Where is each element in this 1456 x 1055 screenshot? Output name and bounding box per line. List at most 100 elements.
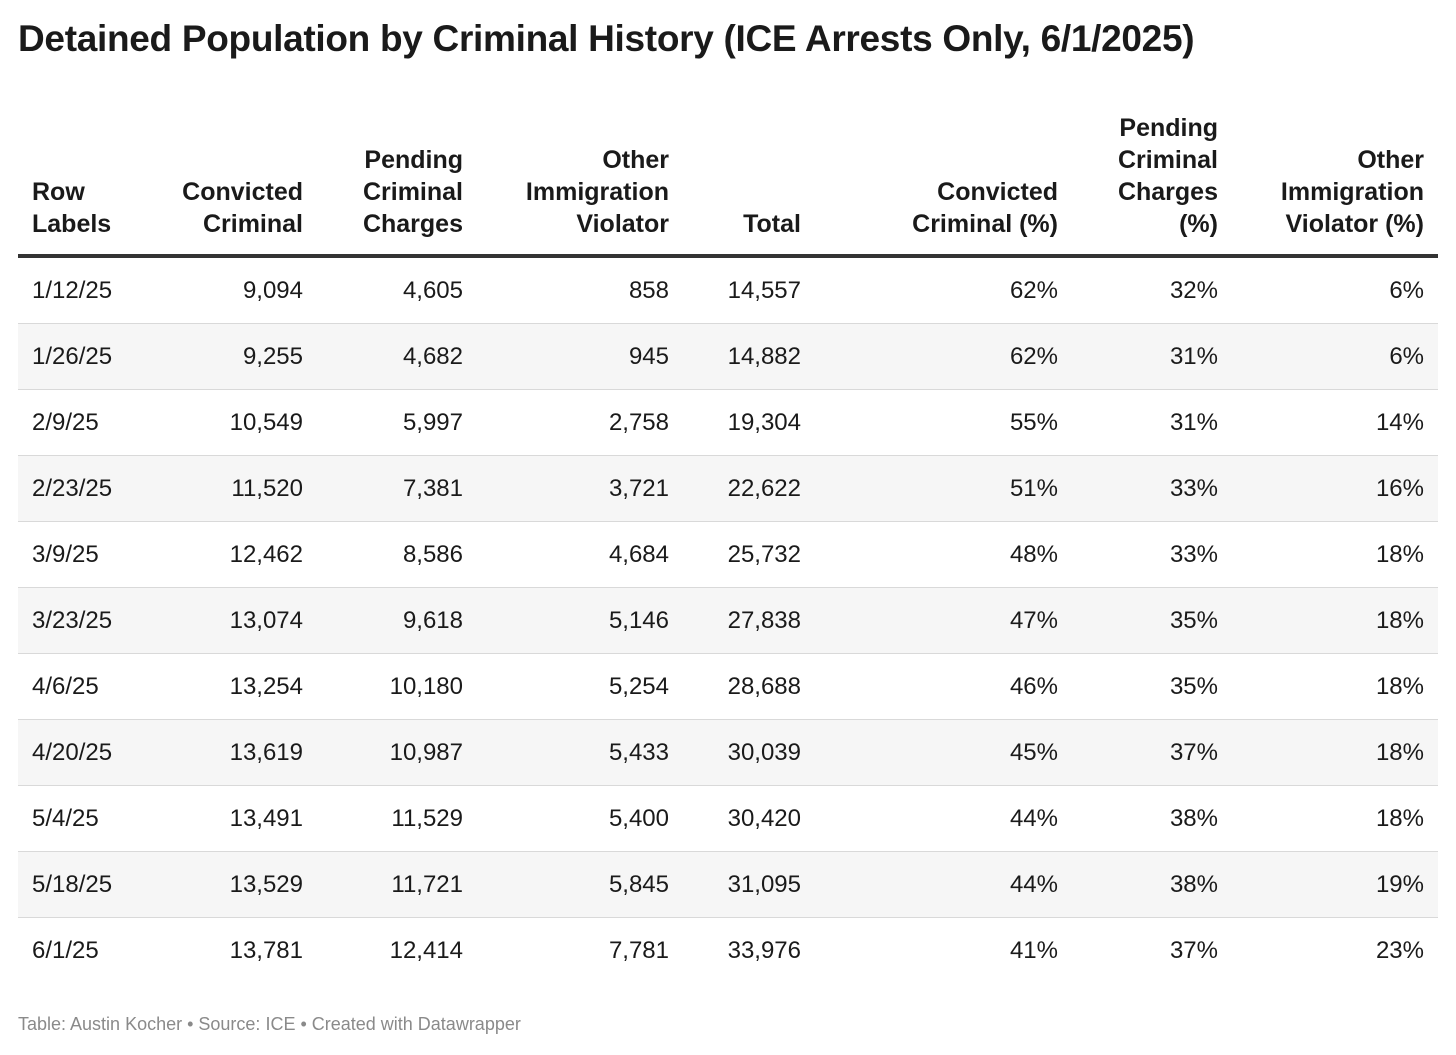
- column-header-line: Labels: [32, 210, 112, 238]
- table-cell-convicted-criminal: 9,255: [143, 323, 317, 390]
- footer-credit: Table: Austin Kocher • Source: ICE • Cre…: [18, 1014, 521, 1034]
- table-cell-row-labels: 2/23/25: [18, 455, 143, 522]
- table-cell-total: 28,688: [683, 653, 815, 720]
- column-header-line: Other: [602, 146, 669, 174]
- table-cell-pending-criminal-charges-pct: 37%: [1072, 719, 1232, 786]
- column-header-other-immigration-violator-pct: Other Immigration Violator (%): [1232, 112, 1438, 258]
- table-cell-pending-criminal-charges: 9,618: [317, 587, 477, 654]
- table-cell-convicted-criminal-pct: 44%: [815, 785, 1072, 852]
- table-row: 5/4/25 13,491 11,529 5,400 30,420 44% 38% 18%: [18, 785, 1438, 852]
- table-cell-pending-criminal-charges: 10,987: [317, 719, 477, 786]
- table-body: 1/12/25 9,094 4,605 858 14,557 62% 32% 6% 1/26/2…: [18, 256, 1438, 983]
- table-cell-total: 22,622: [683, 455, 815, 522]
- column-header-line: Total: [743, 210, 801, 238]
- table-cell-other-immigration-violator-pct: 16%: [1232, 455, 1438, 522]
- table-cell-other-immigration-violator-pct: 18%: [1232, 785, 1438, 852]
- table-cell-row-labels: 1/12/25: [18, 256, 143, 324]
- table-cell-row-labels: 3/23/25: [18, 587, 143, 654]
- column-header-pending-criminal-charges-pct: Pending Criminal Charges (%): [1072, 112, 1232, 258]
- column-header-line: Other: [1357, 146, 1424, 174]
- table-cell-convicted-criminal: 12,462: [143, 521, 317, 588]
- table-cell-pending-criminal-charges: 12,414: [389, 936, 463, 964]
- table-cell-pending-criminal-charges-pct: 38%: [1072, 785, 1232, 852]
- table-cell-total: 14,882: [683, 323, 815, 390]
- table-row: 4/6/25 13,254 10,180 5,254 28,688 46% 35% 18%: [18, 653, 1438, 720]
- table-cell-pending-criminal-charges-pct: 37%: [1169, 936, 1218, 964]
- column-header-line: Violator: [576, 210, 669, 238]
- table-cell-other-immigration-violator: 3,721: [477, 455, 683, 522]
- column-header-line: Criminal (%): [912, 210, 1058, 238]
- table-cell-convicted-criminal: 13,781: [229, 936, 303, 964]
- table-cell-pending-criminal-charges: 4,682: [317, 323, 477, 390]
- column-header-line: Violator (%): [1285, 210, 1424, 238]
- table-cell-pending-criminal-charges: 5,997: [317, 389, 477, 456]
- table-cell-convicted-criminal-pct: 55%: [815, 389, 1072, 456]
- table-cell-pending-criminal-charges: 11,529: [317, 785, 477, 852]
- table-row: 5/18/25 13,529 11,721 5,845 31,095 44% 38% 19%: [18, 851, 1438, 918]
- table-cell-convicted-criminal: 11,520: [143, 455, 317, 522]
- table-cell-convicted-criminal: 13,254: [143, 653, 317, 720]
- column-header-line: Criminal: [362, 178, 463, 206]
- table-cell-convicted-criminal-pct: 51%: [815, 455, 1072, 522]
- column-header-line: Convicted: [182, 178, 303, 206]
- table-cell-pending-criminal-charges: 10,180: [317, 653, 477, 720]
- table-cell-other-immigration-violator: 5,433: [477, 719, 683, 786]
- table-cell-total: 30,039: [683, 719, 815, 786]
- table-cell-total: 19,304: [683, 389, 815, 456]
- column-header-convicted-criminal-pct: Convicted Criminal (%): [815, 112, 1072, 258]
- table-cell-row-labels: 1/26/25: [18, 323, 143, 390]
- table-cell-total: 14,557: [683, 256, 815, 324]
- table-cell-convicted-criminal: 9,094: [143, 256, 317, 324]
- table-cell-other-immigration-violator-pct: 6%: [1232, 256, 1438, 324]
- table-cell-other-immigration-violator: 5,254: [477, 653, 683, 720]
- column-header-other-immigration-violator: Other Immigration Violator: [477, 112, 683, 258]
- column-header-line: Criminal: [202, 210, 303, 238]
- table-cell-convicted-criminal-pct: 62%: [815, 256, 1072, 324]
- table-cell-other-immigration-violator: 4,684: [477, 521, 683, 588]
- table-header: Row Labels Convicted Criminal Pending Crimina…: [18, 112, 1438, 258]
- column-header-convicted-criminal: Convicted Criminal: [143, 112, 317, 258]
- table-row: 2/9/25 10,549 5,997 2,758 19,304 55% 31% 14%: [18, 389, 1438, 456]
- column-header-line: Convicted: [937, 178, 1058, 206]
- table-cell-row-labels: 3/9/25: [18, 521, 143, 588]
- table-row: 3/23/25 13,074 9,618 5,146 27,838 47% 35% 18%: [18, 587, 1438, 654]
- header-row: Row Labels Convicted Criminal Pending Crimina…: [18, 112, 1438, 258]
- table-cell-other-immigration-violator: 945: [477, 323, 683, 390]
- table-cell-convicted-criminal: 13,491: [143, 785, 317, 852]
- table-cell-pending-criminal-charges-pct: 32%: [1072, 256, 1232, 324]
- table-cell-other-immigration-violator: 5,845: [477, 851, 683, 918]
- column-header-total: Total: [683, 112, 815, 258]
- column-header-pending-criminal-charges: Pending Criminal Charges: [317, 112, 477, 258]
- table-cell-other-immigration-violator-pct: 18%: [1232, 719, 1438, 786]
- table-cell-convicted-criminal-pct: 48%: [815, 521, 1072, 588]
- table-cell-convicted-criminal-pct: 62%: [815, 323, 1072, 390]
- table-cell-convicted-criminal: 13,619: [143, 719, 317, 786]
- column-header-line: Row: [32, 178, 85, 206]
- table-cell-convicted-criminal-pct: 45%: [815, 719, 1072, 786]
- table-cell-pending-criminal-charges: 7,381: [317, 455, 477, 522]
- table-cell-total: 31,095: [683, 851, 815, 918]
- table-cell-total: 27,838: [683, 587, 815, 654]
- table-row: 3/9/25 12,462 8,586 4,684 25,732 48% 33% 18%: [18, 521, 1438, 588]
- table-row: 1/12/25 9,094 4,605 858 14,557 62% 32% 6%: [18, 256, 1438, 324]
- column-header-line: Immigration: [525, 178, 669, 206]
- table-cell-row-labels: 2/9/25: [18, 389, 143, 456]
- table-cell-other-immigration-violator: 858: [477, 256, 683, 324]
- table-cell-total: 25,732: [683, 521, 815, 588]
- column-header-line: Immigration: [1280, 178, 1424, 206]
- table-cell-total: 30,420: [683, 785, 815, 852]
- table-cell-convicted-criminal-pct: 47%: [815, 587, 1072, 654]
- table-cell-pending-criminal-charges: 11,721: [317, 851, 477, 918]
- table-cell-other-immigration-violator-pct: 18%: [1232, 521, 1438, 588]
- table-cell-pending-criminal-charges-pct: 31%: [1072, 389, 1232, 456]
- chart-title: Detained Population by Criminal History …: [18, 18, 1195, 59]
- table-cell-convicted-criminal: 13,529: [143, 851, 317, 918]
- table-cell-other-immigration-violator-pct: 19%: [1232, 851, 1438, 918]
- table-cell-pending-criminal-charges-pct: 33%: [1072, 455, 1232, 522]
- column-header-row-labels: Row Labels: [18, 112, 143, 258]
- table-cell-pending-criminal-charges-pct: 33%: [1072, 521, 1232, 588]
- table-cell-row-labels: 6/1/25: [32, 936, 99, 964]
- table-cell-pending-criminal-charges-pct: 31%: [1072, 323, 1232, 390]
- table-cell-pending-criminal-charges-pct: 35%: [1072, 587, 1232, 654]
- table-row: 1/26/25 9,255 4,682 945 14,882 62% 31% 6%: [18, 323, 1438, 390]
